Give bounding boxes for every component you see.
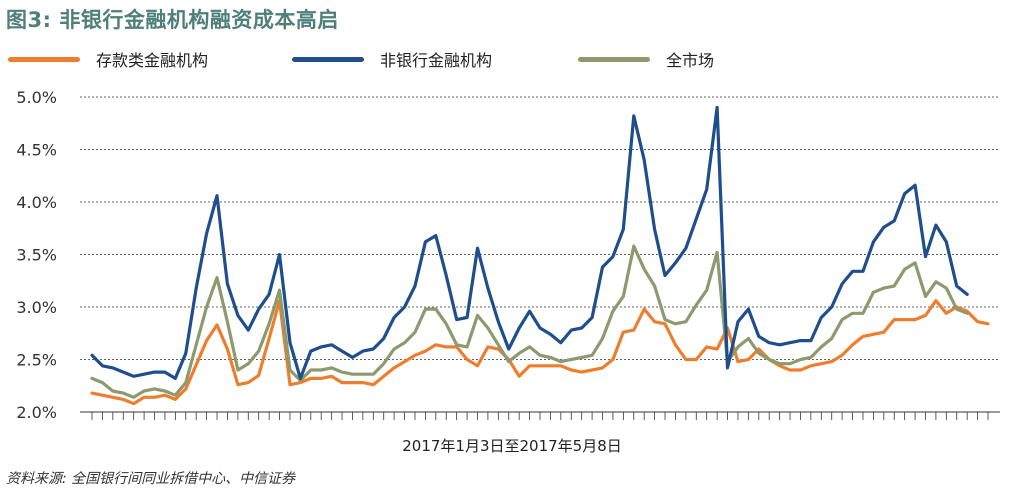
series-line-market (90, 244, 969, 399)
legend-item-deposit: 存款类金融机构 (8, 44, 208, 74)
x-tick-marks (91, 412, 989, 420)
y-tick-label: 3.5% (16, 246, 57, 265)
y-tick-label: 4.0% (16, 193, 57, 212)
chart-legend: 存款类金融机构 非银行金融机构 全市场 (0, 44, 1025, 74)
legend-swatch-market (578, 56, 650, 62)
legend-label-deposit: 存款类金融机构 (96, 51, 209, 70)
chart-title: 图3: 非银行金融机构融资成本高启 (6, 8, 339, 32)
legend-swatch-nonbank (292, 56, 364, 62)
y-tick-label: 2.0% (16, 403, 57, 422)
source-note: 资料来源: 全国银行间同业拆借中心、中信证券 (6, 471, 296, 487)
legend-swatch-deposit (8, 56, 80, 62)
x-axis-label: 2017年1月3日至2017年5月8日 (402, 437, 622, 455)
legend-label-nonbank: 非银行金融机构 (380, 51, 493, 70)
y-tick-label: 5.0% (16, 88, 57, 107)
series-line-nonbank (90, 105, 969, 380)
series-lines (90, 105, 990, 406)
y-tick-label: 4.5% (16, 141, 57, 160)
legend-label-market: 全市场 (666, 51, 715, 70)
y-tick-labels: 5.0% 4.5% 4.0% 3.5% 3.0% 2.5% 2.0% (16, 88, 57, 422)
legend-item-market: 全市场 (578, 44, 714, 74)
series-line-deposit (90, 299, 990, 406)
y-tick-label: 2.5% (16, 351, 57, 370)
legend-item-nonbank: 非银行金融机构 (292, 44, 492, 74)
y-tick-label: 3.0% (16, 298, 57, 317)
